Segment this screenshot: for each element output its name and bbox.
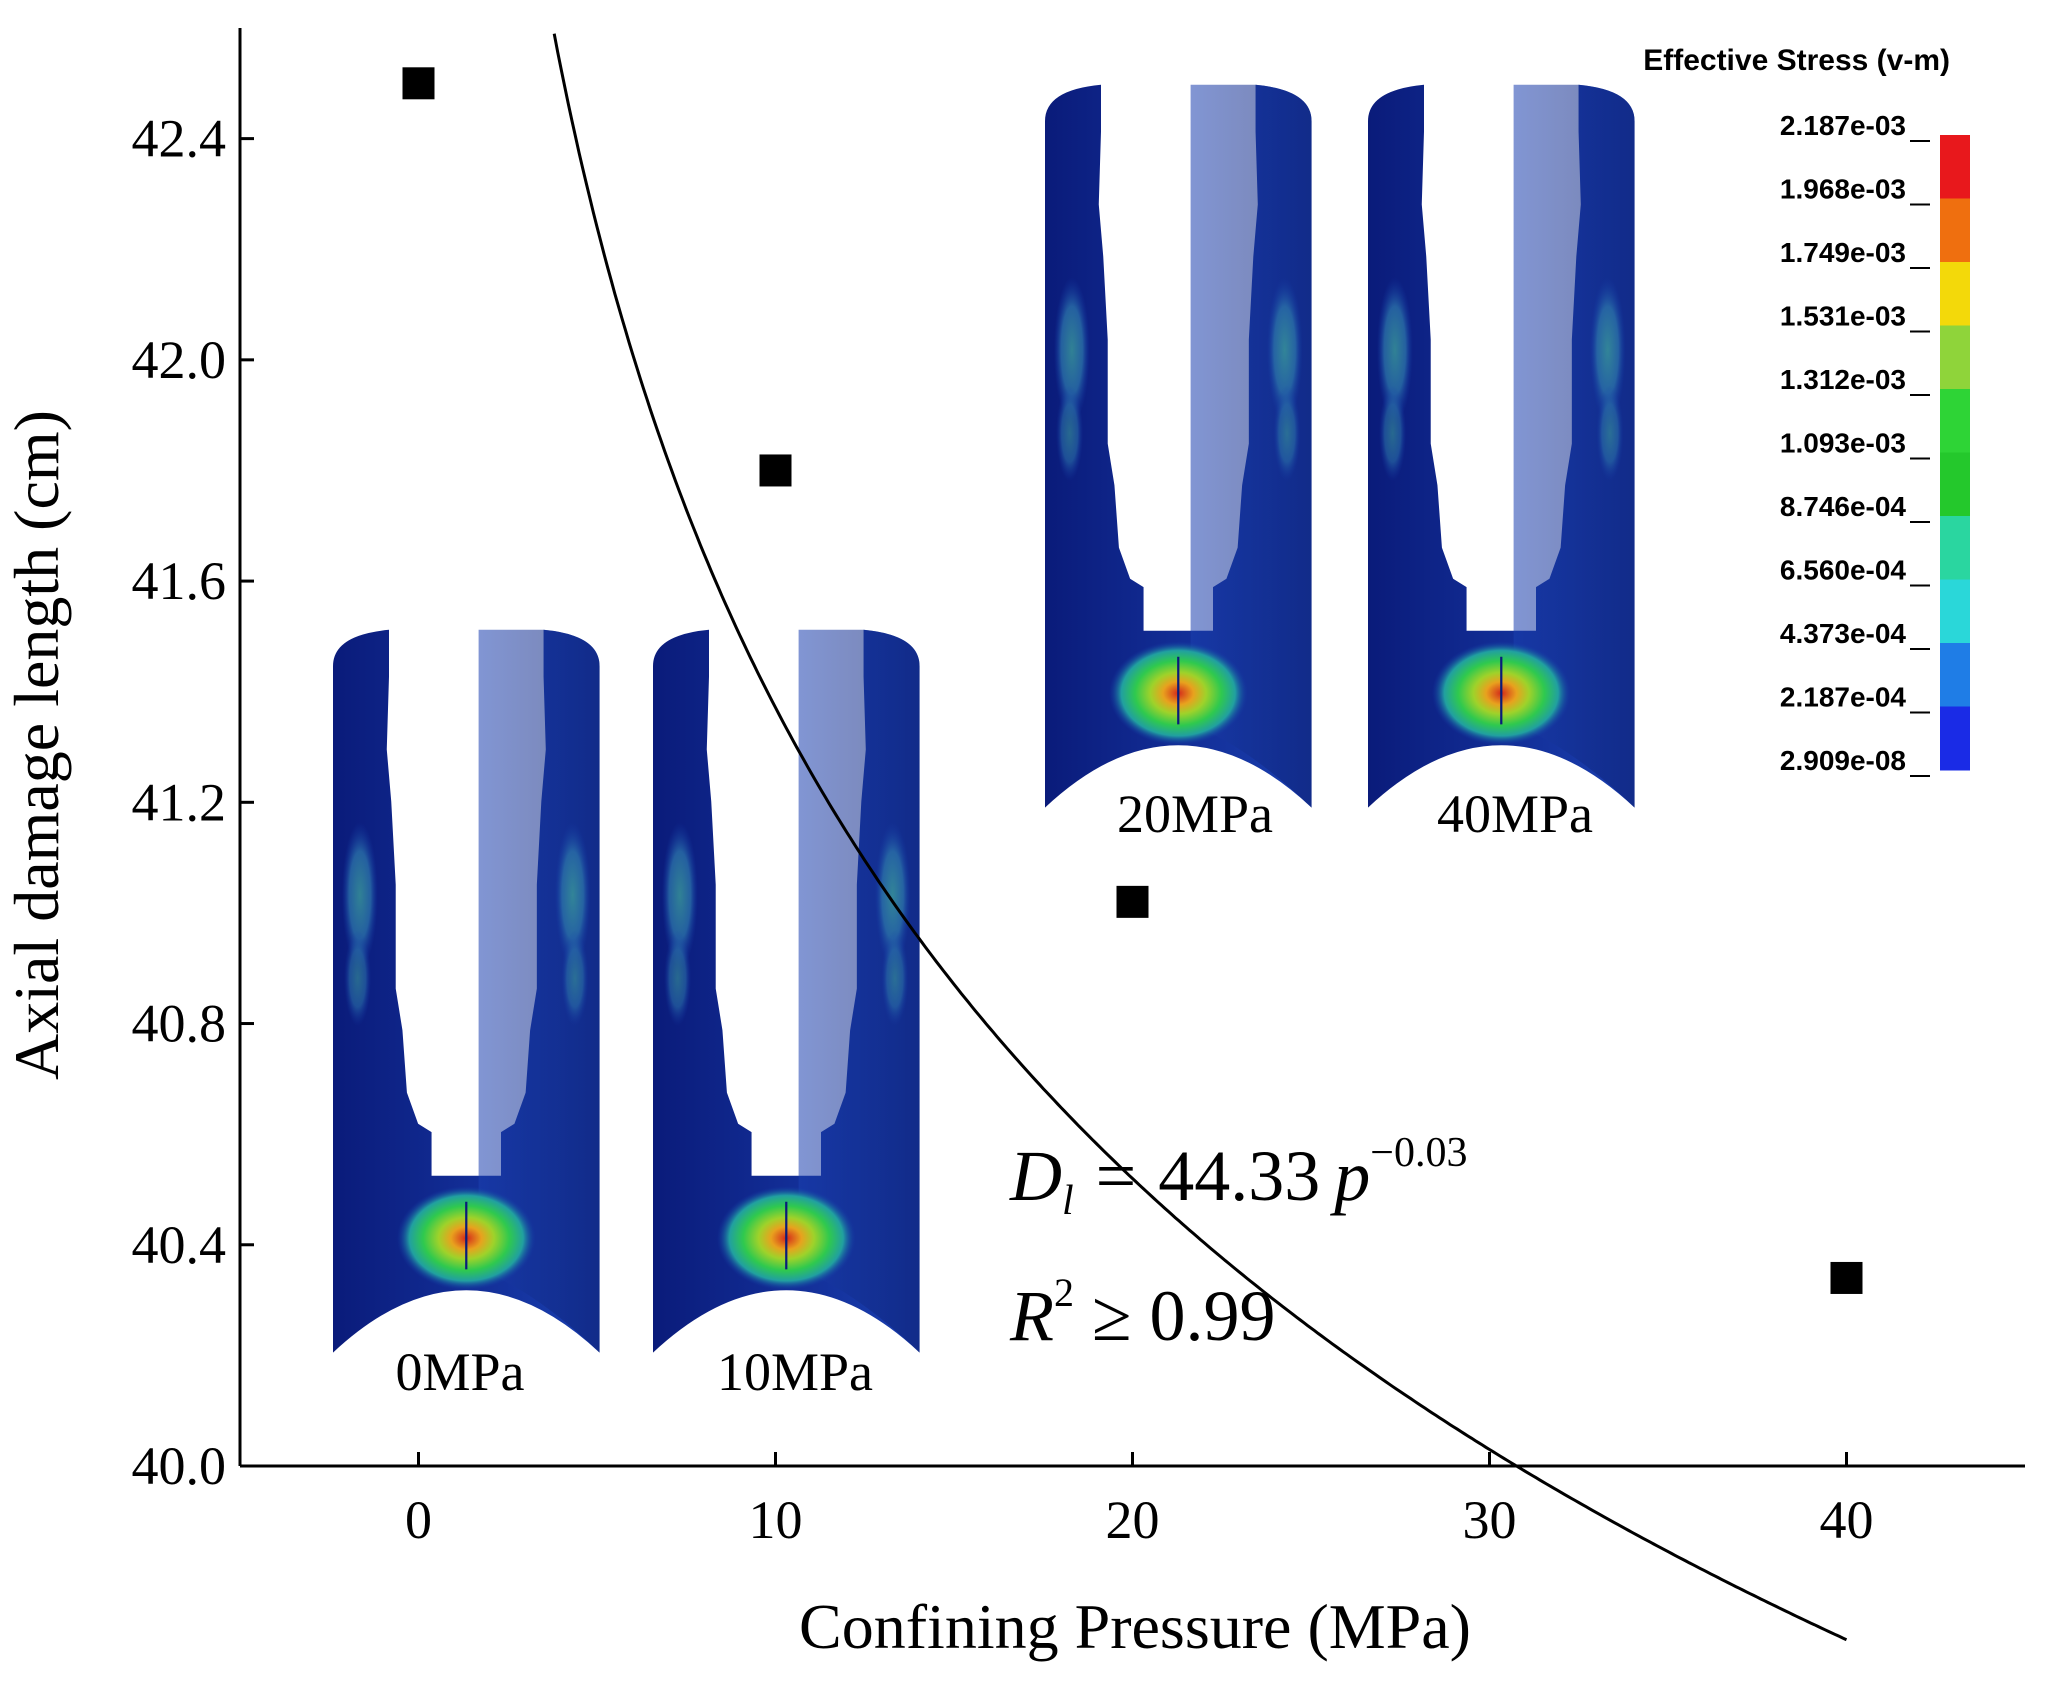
colorbar-title: Effective Stress (v-m) [1643, 44, 1950, 77]
fit-equation-exp: −0.03 [1370, 1130, 1467, 1176]
x-tick-label: 20 [1106, 1490, 1160, 1550]
colorbar-label: 1.093e-03 [1780, 428, 1906, 459]
x-axis-label: Confining Pressure (MPa) [799, 1591, 1471, 1662]
x-tick-label: 30 [1463, 1490, 1517, 1550]
colorbar-segment [1940, 452, 1970, 517]
colorbar-segment [1940, 198, 1970, 263]
colorbar-label: 2.187e-03 [1780, 110, 1906, 141]
x-tick-label: 10 [749, 1490, 803, 1550]
fit-r2-sup: 2 [1054, 1270, 1074, 1315]
y-tick-label: 40.4 [132, 1215, 227, 1275]
y-tick-label: 42.4 [132, 109, 227, 169]
data-point [759, 454, 792, 487]
fit-r-squared: R2 ≥ 0.99 [1009, 1270, 1276, 1356]
data-point [1830, 1261, 1863, 1294]
fit-equation-eq: = [1096, 1136, 1137, 1216]
colorbar-segment [1940, 706, 1970, 771]
colorbar-segment [1940, 262, 1970, 326]
fit-equation-lhs: D [1009, 1136, 1062, 1216]
colorbar-segment [1940, 325, 1970, 390]
data-point [1116, 885, 1149, 918]
y-axis-label: Axial damage length (cm) [1, 410, 72, 1080]
colorbar-label: 4.373e-04 [1780, 618, 1907, 649]
inset-label: 10MPa [717, 1342, 873, 1402]
colorbar-label: 2.187e-04 [1780, 682, 1907, 713]
colorbar: Effective Stress (v-m) 2.187e-03 1.968e-03… [1643, 44, 1970, 777]
x-tick-label: 0 [405, 1490, 432, 1550]
simulation-inset-40mpa [1366, 83, 1636, 809]
fit-equation-var: p [1329, 1136, 1370, 1216]
inset-label: 20MPa [1117, 784, 1273, 844]
inset-layer: 0MPa 10MPa 20MPa 40MPa [331, 83, 1636, 1402]
colorbar-label: 8.746e-04 [1780, 491, 1907, 522]
inset-label: 0MPa [395, 1342, 524, 1402]
simulation-inset-10mpa [651, 628, 921, 1354]
data-points [402, 67, 1863, 1294]
colorbar-label: 6.560e-04 [1780, 555, 1907, 586]
fit-equation-lhs-sub: l [1062, 1178, 1074, 1224]
colorbar-segment [1940, 135, 1970, 199]
stress-contour-specimen [1366, 83, 1636, 809]
fit-curve [552, 33, 1848, 1642]
y-tick-label: 40.0 [132, 1436, 227, 1496]
colorbar-label: 1.312e-03 [1780, 364, 1906, 395]
colorbar-segment [1940, 389, 1970, 453]
y-tick-label: 41.2 [132, 772, 227, 832]
y-tick-label: 42.0 [132, 330, 227, 390]
colorbar-segment [1940, 516, 1970, 580]
stress-contour-specimen [331, 628, 601, 1354]
fit-curve-layer [552, 33, 1848, 1642]
fit-r2-rel: ≥ 0.99 [1092, 1276, 1276, 1356]
simulation-inset-20mpa [1043, 83, 1313, 809]
fit-r2-lhs: R [1009, 1276, 1054, 1356]
colorbar-label: 1.968e-03 [1780, 174, 1906, 205]
y-tick-label: 40.8 [132, 994, 227, 1054]
stress-contour-specimen [651, 628, 921, 1354]
inset-label: 40MPa [1437, 784, 1593, 844]
fit-equation-coef: 44.33 [1158, 1136, 1320, 1216]
x-tick-label: 40 [1820, 1490, 1874, 1550]
axes: 0 10 20 30 40 40.0 40.4 40.8 41.2 41.6 42.0 42.4 [132, 28, 2025, 1550]
colorbar-label: 1.531e-03 [1780, 301, 1906, 332]
data-point [402, 67, 435, 100]
colorbar-segment [1940, 579, 1970, 644]
stress-contour-specimen [1043, 83, 1313, 809]
colorbar-label: 2.909e-08 [1780, 745, 1906, 776]
colorbar-segment [1940, 643, 1970, 707]
fit-equation: Dl = 44.33 p−0.03 [1009, 1130, 1467, 1224]
simulation-inset-0mpa [331, 628, 601, 1354]
colorbar-label: 1.749e-03 [1780, 237, 1906, 268]
y-tick-label: 41.6 [132, 551, 227, 611]
